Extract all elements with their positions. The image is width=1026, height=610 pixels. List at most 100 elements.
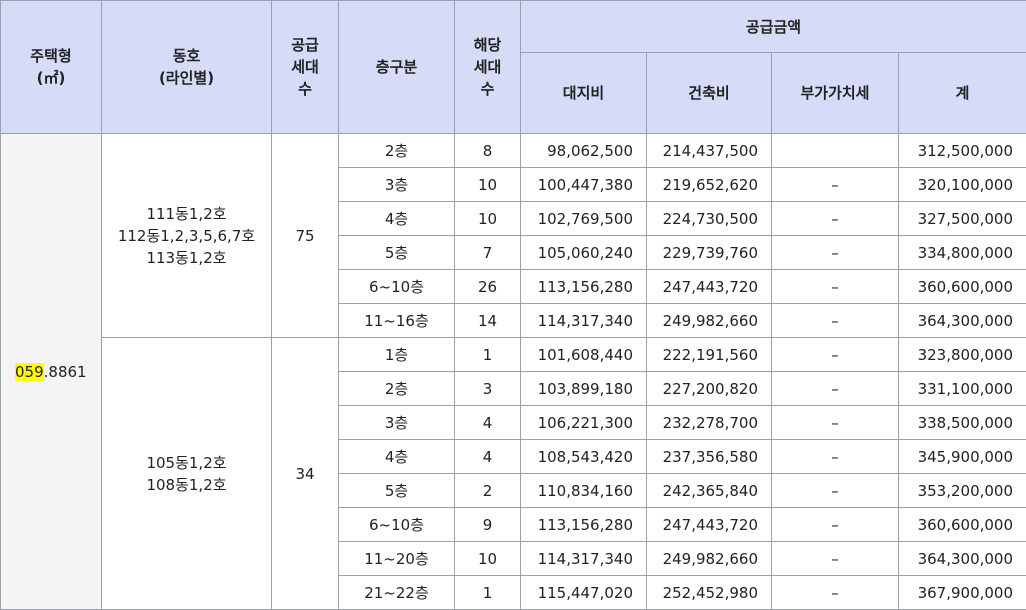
- total-cell: 353,200,000: [899, 474, 1026, 508]
- units-cell: 4: [455, 440, 521, 474]
- header-housing-type: 주택형(㎡): [1, 1, 102, 134]
- header-land: 대지비: [521, 53, 647, 134]
- vat-cell: –: [772, 576, 899, 610]
- land-cell: 113,156,280: [521, 270, 647, 304]
- units-cell: 1: [455, 338, 521, 372]
- building-cost-cell: 237,356,580: [647, 440, 772, 474]
- total-cell: 320,100,000: [899, 168, 1026, 202]
- building-cost-cell: 249,982,660: [647, 304, 772, 338]
- building-cost-cell: 252,452,980: [647, 576, 772, 610]
- land-cell: 100,447,380: [521, 168, 647, 202]
- vat-cell: [772, 134, 899, 168]
- units-cell: 9: [455, 508, 521, 542]
- floor-cell: 1층: [339, 338, 455, 372]
- floor-cell: 4층: [339, 440, 455, 474]
- header-floor-group: 층구분: [339, 1, 455, 134]
- land-cell: 114,317,340: [521, 542, 647, 576]
- units-cell: 14: [455, 304, 521, 338]
- vat-cell: –: [772, 406, 899, 440]
- header-building-cost: 건축비: [647, 53, 772, 134]
- floor-cell: 11~20층: [339, 542, 455, 576]
- land-cell: 105,060,240: [521, 236, 647, 270]
- floor-cell: 5층: [339, 474, 455, 508]
- building-cost-cell: 247,443,720: [647, 270, 772, 304]
- units-cell: 3: [455, 372, 521, 406]
- units-cell: 26: [455, 270, 521, 304]
- floor-cell: 21~22층: [339, 576, 455, 610]
- building-cost-cell: 247,443,720: [647, 508, 772, 542]
- vat-cell: –: [772, 542, 899, 576]
- floor-cell: 6~10층: [339, 270, 455, 304]
- total-cell: 338,500,000: [899, 406, 1026, 440]
- floor-cell: 6~10층: [339, 508, 455, 542]
- building-cost-cell: 249,982,660: [647, 542, 772, 576]
- floor-cell: 3층: [339, 168, 455, 202]
- land-cell: 114,317,340: [521, 304, 647, 338]
- building-cost-cell: 242,365,840: [647, 474, 772, 508]
- total-cell: 360,600,000: [899, 508, 1026, 542]
- housing-type-cell: 059.8861: [1, 134, 102, 610]
- floor-cell: 4층: [339, 202, 455, 236]
- units-cell: 8: [455, 134, 521, 168]
- land-cell: 106,221,300: [521, 406, 647, 440]
- units-cell: 2: [455, 474, 521, 508]
- housing-type-rest: .8861: [44, 363, 87, 381]
- land-cell: 113,156,280: [521, 508, 647, 542]
- vat-cell: –: [772, 372, 899, 406]
- floor-cell: 5층: [339, 236, 455, 270]
- header-building: 동호(라인별): [102, 1, 272, 134]
- land-cell: 102,769,500: [521, 202, 647, 236]
- land-cell: 103,899,180: [521, 372, 647, 406]
- total-cell: 345,900,000: [899, 440, 1026, 474]
- vat-cell: –: [772, 338, 899, 372]
- floor-cell: 11~16층: [339, 304, 455, 338]
- building-cost-cell: 229,739,760: [647, 236, 772, 270]
- total-cell: 364,300,000: [899, 542, 1026, 576]
- units-cell: 10: [455, 542, 521, 576]
- building-cost-cell: 214,437,500: [647, 134, 772, 168]
- building-line: 108동1,2호: [102, 474, 271, 496]
- land-cell: 101,608,440: [521, 338, 647, 372]
- land-cell: 108,543,420: [521, 440, 647, 474]
- floor-cell: 2층: [339, 372, 455, 406]
- land-cell: 98,062,500: [521, 134, 647, 168]
- total-cell: 334,800,000: [899, 236, 1026, 270]
- vat-cell: –: [772, 508, 899, 542]
- building-cost-cell: 227,200,820: [647, 372, 772, 406]
- vat-cell: –: [772, 202, 899, 236]
- building-cost-cell: 232,278,700: [647, 406, 772, 440]
- header-supply-price: 공급금액: [521, 1, 1026, 53]
- building-cost-cell: 219,652,620: [647, 168, 772, 202]
- total-cell: 323,800,000: [899, 338, 1026, 372]
- vat-cell: –: [772, 168, 899, 202]
- units-cell: 10: [455, 202, 521, 236]
- units-cell: 4: [455, 406, 521, 440]
- header-total: 계: [899, 53, 1026, 134]
- land-cell: 110,834,160: [521, 474, 647, 508]
- total-cell: 327,500,000: [899, 202, 1026, 236]
- building-cost-cell: 222,191,560: [647, 338, 772, 372]
- supply-units-cell: 34: [272, 338, 339, 610]
- total-cell: 367,900,000: [899, 576, 1026, 610]
- total-cell: 360,600,000: [899, 270, 1026, 304]
- total-cell: 364,300,000: [899, 304, 1026, 338]
- units-cell: 1: [455, 576, 521, 610]
- floor-cell: 2층: [339, 134, 455, 168]
- units-cell: 7: [455, 236, 521, 270]
- total-cell: 312,500,000: [899, 134, 1026, 168]
- vat-cell: –: [772, 440, 899, 474]
- vat-cell: –: [772, 236, 899, 270]
- building-line: 113동1,2호: [102, 247, 271, 269]
- building-line: 112동1,2,3,5,6,7호: [102, 225, 271, 247]
- units-cell: 10: [455, 168, 521, 202]
- building-line: 111동1,2호: [102, 203, 271, 225]
